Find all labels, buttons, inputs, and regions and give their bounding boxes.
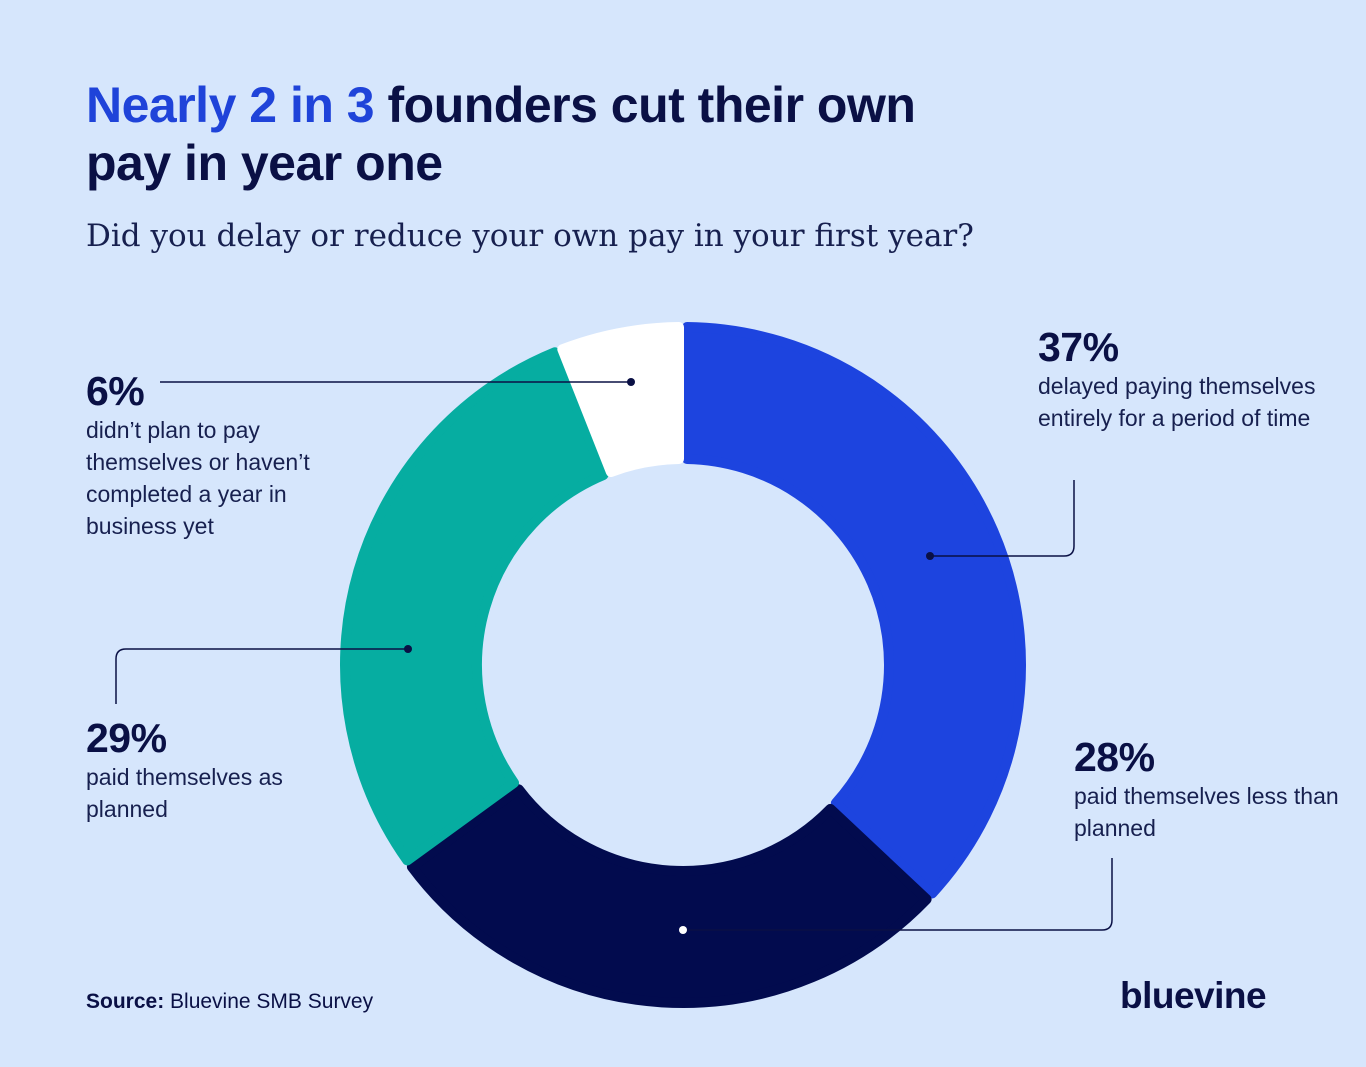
slice-value-label: 37% [1038, 324, 1119, 370]
slice-description: delayed paying themselves entirely for a… [1038, 373, 1316, 431]
slice-description: paid themselves less than planned [1074, 783, 1339, 841]
slice-28-leader-line [683, 858, 1113, 931]
slice-value-label: 28% [1074, 734, 1155, 780]
chart-subtitle: Did you delay or reduce your own pay in … [86, 218, 974, 254]
slice-6-anchor-dot [627, 378, 635, 386]
slice-value-label: 29% [86, 715, 167, 761]
slice-37-leader-line [930, 480, 1075, 557]
donut-slice-29 [340, 347, 609, 866]
donut-slice-28 [406, 784, 932, 1008]
slice-28-anchor-dot [679, 926, 687, 934]
slice-29-leader-line [115, 648, 408, 704]
donut-slice-37 [682, 322, 1026, 899]
slice-description: paid themselves as planned [86, 764, 283, 822]
slice-description: didn’t plan to pay themselves or haven’t… [86, 417, 310, 539]
slice-value-label: 6% [86, 368, 145, 414]
title-rest: founders cut their own pay in year one [86, 77, 916, 191]
donut-slice-6 [557, 322, 684, 478]
page-title: Nearly 2 in 3 founders cut their own pay… [86, 76, 986, 192]
slice-37-anchor-dot [926, 552, 934, 560]
slice-29-anchor-dot [404, 645, 412, 653]
source-label: Source: [86, 990, 165, 1013]
label-6-percent: 6% didn’t plan to pay themselves or have… [86, 368, 376, 542]
source-note: Source: Bluevine SMB Survey [86, 990, 373, 1014]
source-text: Bluevine SMB Survey [164, 990, 374, 1013]
label-29-percent: 29% paid themselves as planned [86, 715, 346, 825]
bluevine-logo: bluevine [1120, 975, 1267, 1016]
title-highlight: Nearly 2 in 3 [86, 77, 375, 133]
label-37-percent: 37% delayed paying themselves entirely f… [1038, 324, 1338, 434]
label-28-percent: 28% paid themselves less than planned [1074, 734, 1354, 844]
